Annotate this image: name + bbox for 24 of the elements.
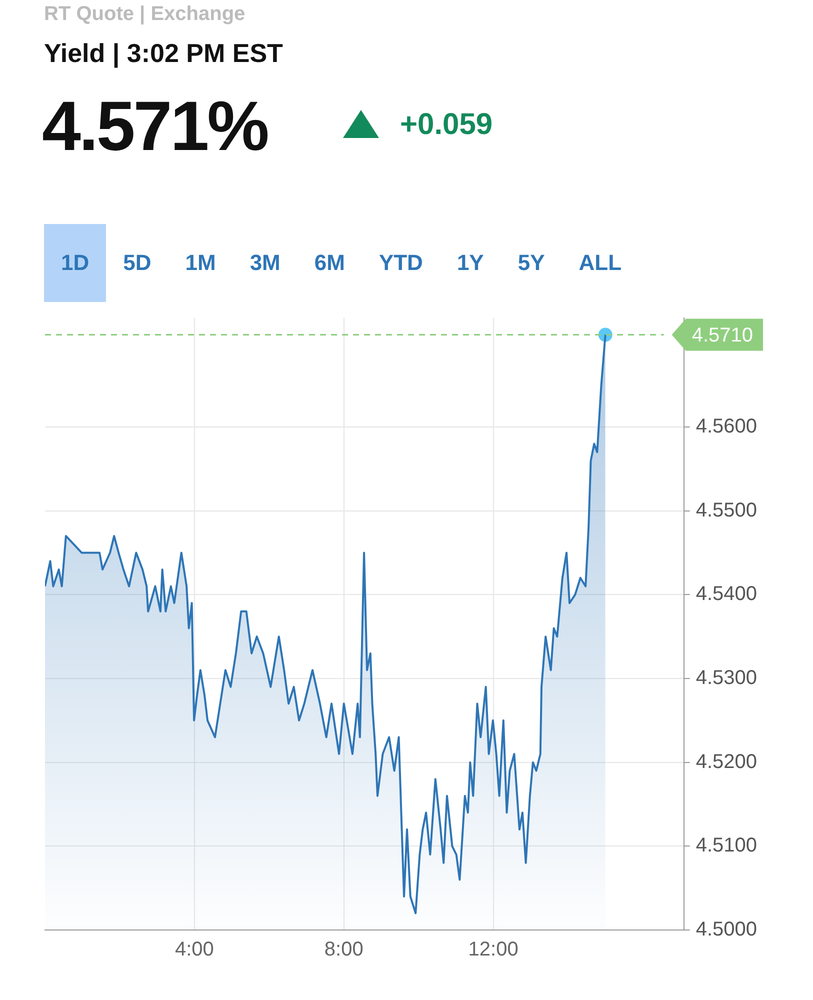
y-tick-label: 4.5200 <box>696 750 757 773</box>
x-tick-label: 12:00 <box>468 938 518 961</box>
text: YTD <box>378 249 424 277</box>
y-tick-label: 4.5300 <box>696 667 757 690</box>
text: 1M <box>184 249 217 277</box>
x-tick-label: 8:00 <box>324 938 364 961</box>
y-tick-label: 4.5600 <box>696 416 757 438</box>
y-tick-label: 4.5500 <box>696 499 757 522</box>
text: 1D <box>44 224 106 302</box>
chart-subtitle: 4.571% <box>42 86 268 166</box>
ref-line-label: 4.5710 <box>692 324 753 346</box>
text: 5D <box>122 249 152 277</box>
text: RT Quote | Exchange <box>44 3 246 26</box>
text: 3M <box>248 249 282 277</box>
text: 6M <box>313 249 346 277</box>
y-tick-label: 4.5000 <box>696 918 757 941</box>
y-tick-label: 4.5100 <box>696 834 757 857</box>
y-tick-label: 4.5400 <box>696 583 757 606</box>
chart-title: Yield | 3:02 PM EST <box>44 38 283 69</box>
text: ALL <box>578 249 623 277</box>
text: +0.059 <box>400 108 493 142</box>
text: 1Y <box>456 249 485 277</box>
text: 5Y <box>516 249 546 277</box>
x-tick-label: 4:00 <box>174 938 214 961</box>
